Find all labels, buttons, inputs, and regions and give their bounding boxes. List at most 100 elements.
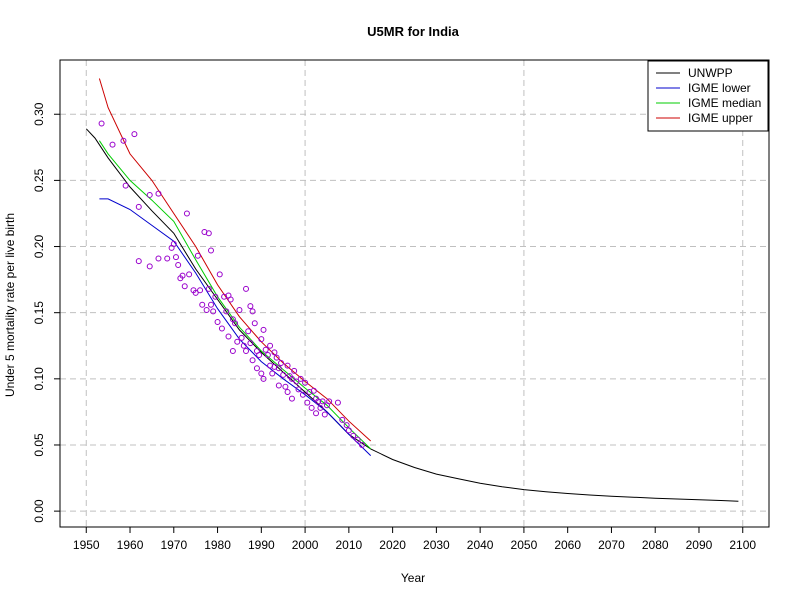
scatter-point xyxy=(339,416,346,423)
scatter-point xyxy=(194,252,201,259)
x-tick-label: 1950 xyxy=(73,538,100,552)
scatter-point xyxy=(350,432,357,439)
scatter-point xyxy=(214,318,221,325)
scatter-point xyxy=(269,370,276,377)
x-tick-label: 2030 xyxy=(423,538,450,552)
x-tick-label: 2020 xyxy=(379,538,406,552)
scatter-point xyxy=(317,404,324,411)
x-tick-label: 2100 xyxy=(729,538,756,552)
scatter-point xyxy=(170,240,177,247)
scatter-point xyxy=(247,340,254,347)
scatter-point xyxy=(304,399,311,406)
scatter-point xyxy=(183,210,190,217)
scatter-point xyxy=(297,375,304,382)
series-line-unwpp xyxy=(85,128,739,502)
scatter-point xyxy=(308,404,315,411)
series-lines xyxy=(85,78,739,502)
scatter-point xyxy=(243,348,250,355)
scatter-point xyxy=(267,342,274,349)
scatter-point xyxy=(275,382,282,389)
scatter-point xyxy=(354,436,361,443)
scatter-point xyxy=(203,307,210,314)
x-tick-label: 2040 xyxy=(467,538,494,552)
scatter-point xyxy=(262,346,269,353)
scatter-point xyxy=(310,387,317,394)
series-line-igme-upper xyxy=(98,78,372,442)
scatter-point xyxy=(179,272,186,279)
scatter-point xyxy=(271,349,278,356)
scatter-point xyxy=(249,357,256,364)
scatter-point xyxy=(155,255,162,262)
scatter-point xyxy=(146,263,153,270)
y-tick-label: 0.30 xyxy=(32,102,46,126)
scatter-point xyxy=(243,285,250,292)
scatter-point xyxy=(345,427,352,434)
scatter-point xyxy=(172,254,179,261)
x-tick-label: 2090 xyxy=(686,538,713,552)
scatter-point xyxy=(207,247,214,254)
scatter-point xyxy=(98,120,105,127)
scatter-point xyxy=(295,386,302,393)
scatter-point xyxy=(260,326,267,333)
scatter-point xyxy=(280,371,287,378)
scatter-point xyxy=(334,399,341,406)
scatter-point xyxy=(240,342,247,349)
scatter-point xyxy=(299,391,306,398)
scatter-point xyxy=(282,383,289,390)
scatter-point xyxy=(205,230,212,237)
legend-label: UNWPP xyxy=(688,66,733,80)
scatter-point xyxy=(197,287,204,294)
scatter-point xyxy=(358,441,365,448)
scatter-point xyxy=(313,410,320,417)
x-tick-label: 2060 xyxy=(554,538,581,552)
y-tick-label: 0.00 xyxy=(32,499,46,523)
scatter-point xyxy=(146,191,153,198)
series-line-igme-median xyxy=(98,140,372,450)
scatter-point xyxy=(258,370,265,377)
scatter-point xyxy=(278,359,285,366)
scatter-point xyxy=(288,375,295,382)
scatter-point xyxy=(284,362,291,369)
scatter-point xyxy=(238,334,245,341)
scatter-point xyxy=(284,389,291,396)
scatter-point xyxy=(225,333,232,340)
x-tick-label: 2080 xyxy=(642,538,669,552)
scatter-point xyxy=(245,328,252,335)
scatter-point xyxy=(120,137,127,144)
axes: 1950 1960 1970 1980 1990 2000 2010 2020 2030 2040… xyxy=(32,102,756,552)
x-axis-label: Year xyxy=(401,571,425,585)
x-tick-label: 2050 xyxy=(511,538,538,552)
y-tick-label: 0.10 xyxy=(32,367,46,391)
scatter-point xyxy=(192,289,199,296)
scatter-point xyxy=(122,182,129,189)
scatter-point xyxy=(343,422,350,429)
x-tick-label: 1960 xyxy=(117,538,144,552)
scatter-point xyxy=(253,365,260,372)
scatter-point xyxy=(199,301,206,308)
scatter-point xyxy=(247,303,254,310)
y-tick-label: 0.25 xyxy=(32,168,46,192)
scatter-point xyxy=(175,262,182,269)
x-tick-label: 1970 xyxy=(160,538,187,552)
scatter-point xyxy=(258,336,265,343)
scatter-point xyxy=(321,411,328,418)
scatter-point xyxy=(109,141,116,148)
observation-points xyxy=(98,120,365,448)
legend-label: IGME median xyxy=(688,96,761,110)
x-tick-label: 2010 xyxy=(336,538,363,552)
grid-lines xyxy=(60,60,769,527)
x-tick-label: 1980 xyxy=(204,538,231,552)
scatter-point xyxy=(275,365,282,372)
scatter-point xyxy=(293,378,300,385)
scatter-point xyxy=(212,293,219,300)
legend-label: IGME upper xyxy=(688,111,753,125)
scatter-point xyxy=(326,398,333,405)
scatter-point xyxy=(216,271,223,278)
scatter-point xyxy=(264,352,271,359)
x-tick-label: 2070 xyxy=(598,538,625,552)
scatter-point xyxy=(181,283,188,290)
scatter-point xyxy=(155,190,162,197)
scatter-point xyxy=(291,367,298,374)
scatter-point xyxy=(164,255,171,262)
